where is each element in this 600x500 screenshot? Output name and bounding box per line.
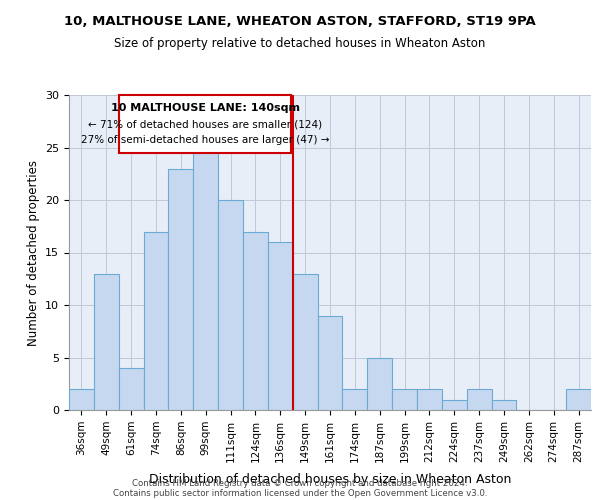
Y-axis label: Number of detached properties: Number of detached properties [26, 160, 40, 346]
Text: 10 MALTHOUSE LANE: 140sqm: 10 MALTHOUSE LANE: 140sqm [110, 102, 299, 113]
Bar [169, 168, 193, 410]
FancyBboxPatch shape [119, 95, 292, 153]
Bar [566, 389, 591, 410]
Bar [343, 389, 367, 410]
Bar [442, 400, 467, 410]
Bar [317, 316, 343, 410]
Text: Size of property relative to detached houses in Wheaton Aston: Size of property relative to detached ho… [115, 38, 485, 51]
Text: 27% of semi-detached houses are larger (47) →: 27% of semi-detached houses are larger (… [81, 135, 329, 145]
Bar [268, 242, 293, 410]
Bar [69, 389, 94, 410]
Bar [392, 389, 417, 410]
Bar [417, 389, 442, 410]
Bar [119, 368, 143, 410]
Bar [491, 400, 517, 410]
Bar [467, 389, 491, 410]
Bar [94, 274, 119, 410]
Text: ← 71% of detached houses are smaller (124): ← 71% of detached houses are smaller (12… [88, 120, 322, 130]
Bar [293, 274, 317, 410]
Bar [193, 148, 218, 410]
X-axis label: Distribution of detached houses by size in Wheaton Aston: Distribution of detached houses by size … [149, 473, 511, 486]
Text: 10, MALTHOUSE LANE, WHEATON ASTON, STAFFORD, ST19 9PA: 10, MALTHOUSE LANE, WHEATON ASTON, STAFF… [64, 15, 536, 28]
Bar [243, 232, 268, 410]
Bar [143, 232, 169, 410]
Bar [367, 358, 392, 410]
Bar [218, 200, 243, 410]
Text: Contains HM Land Registry data © Crown copyright and database right 2024.: Contains HM Land Registry data © Crown c… [132, 478, 468, 488]
Text: Contains public sector information licensed under the Open Government Licence v3: Contains public sector information licen… [113, 488, 487, 498]
